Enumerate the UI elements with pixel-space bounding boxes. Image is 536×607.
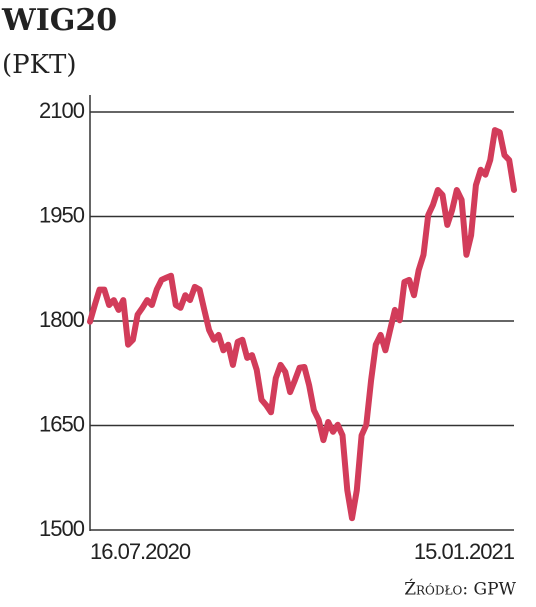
source: Źródło: GPW <box>404 579 516 600</box>
y-tick-label: 1500 <box>39 516 85 541</box>
data-line <box>87 127 517 522</box>
y-tick-label: 1950 <box>39 202 85 227</box>
y-tick-label: 1800 <box>39 307 85 332</box>
y-tick-label: 1650 <box>39 411 85 436</box>
x-tick-label: 16.07.2020 <box>90 539 191 564</box>
y-tick-label: 2100 <box>39 98 85 123</box>
chart-subtitle: (PKT) <box>2 50 77 80</box>
chart-title: WIG20 <box>1 3 117 38</box>
x-tick-label: 15.01.2021 <box>414 539 515 564</box>
